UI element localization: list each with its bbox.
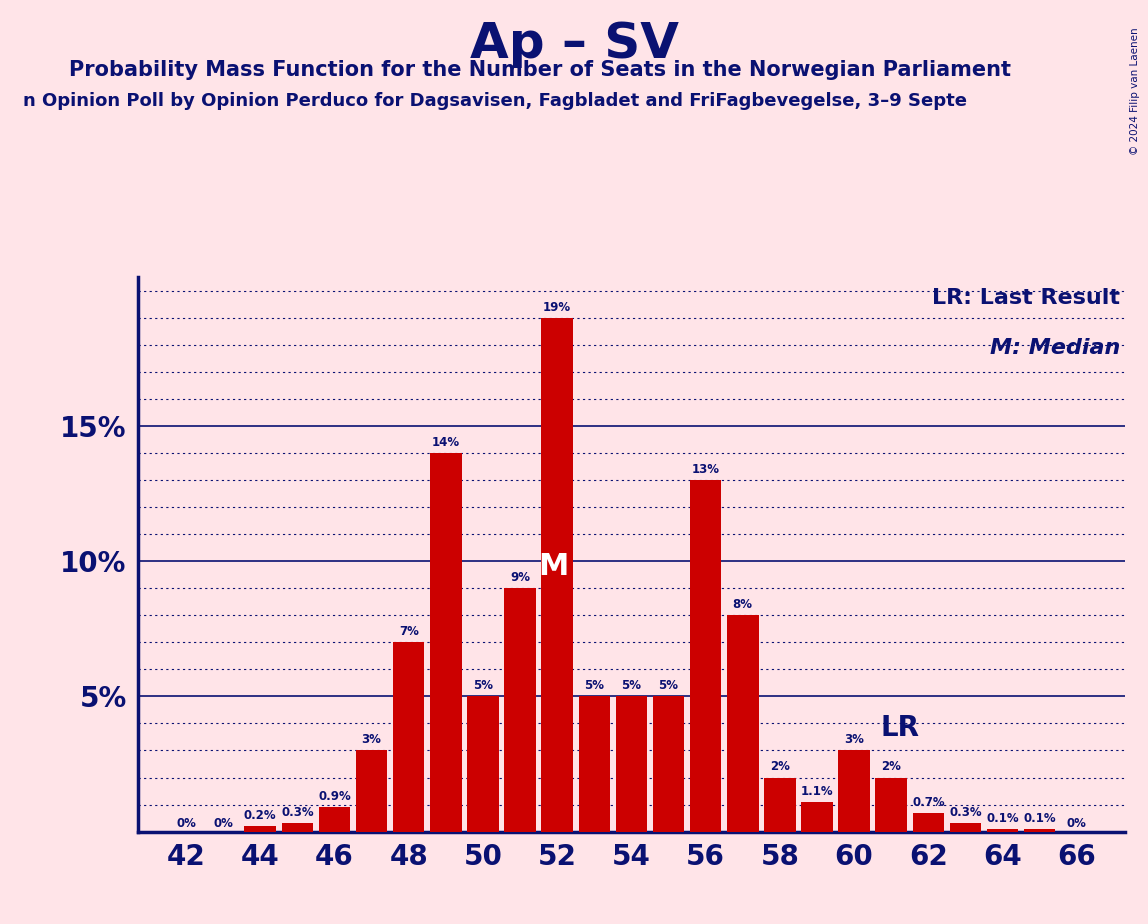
Bar — [876, 777, 907, 832]
Text: 2%: 2% — [770, 760, 790, 773]
Bar — [467, 697, 498, 832]
Bar — [356, 750, 387, 832]
Bar — [690, 480, 721, 832]
Text: LR: LR — [881, 714, 920, 742]
Text: 9%: 9% — [510, 571, 530, 584]
Bar — [615, 697, 647, 832]
Text: 0.1%: 0.1% — [986, 812, 1019, 825]
Bar — [838, 750, 870, 832]
Text: M: Median: M: Median — [990, 338, 1120, 359]
Text: 7%: 7% — [398, 626, 419, 638]
Text: 0.7%: 0.7% — [912, 796, 945, 808]
Bar — [727, 615, 759, 832]
Text: 2%: 2% — [882, 760, 901, 773]
Text: 3%: 3% — [362, 734, 381, 747]
Text: 13%: 13% — [691, 463, 720, 476]
Text: LR: Last Result: LR: Last Result — [932, 288, 1120, 309]
Text: 5%: 5% — [621, 679, 642, 692]
Bar — [319, 808, 350, 832]
Text: 5%: 5% — [473, 679, 492, 692]
Text: 0%: 0% — [214, 817, 233, 831]
Text: 0%: 0% — [176, 817, 196, 831]
Bar — [579, 697, 610, 832]
Bar — [245, 826, 276, 832]
Text: 14%: 14% — [432, 436, 460, 449]
Bar — [653, 697, 684, 832]
Bar — [801, 802, 832, 832]
Text: 8%: 8% — [732, 598, 753, 611]
Text: 5%: 5% — [659, 679, 678, 692]
Text: 0%: 0% — [1066, 817, 1087, 831]
Text: 0.1%: 0.1% — [1023, 812, 1056, 825]
Bar — [542, 318, 573, 832]
Text: 3%: 3% — [844, 734, 864, 747]
Text: 1.1%: 1.1% — [800, 784, 833, 797]
Text: Ap – SV: Ap – SV — [470, 20, 678, 68]
Bar — [281, 823, 313, 832]
Text: M: M — [538, 552, 569, 581]
Bar — [949, 823, 982, 832]
Bar — [987, 829, 1018, 832]
Text: Probability Mass Function for the Number of Seats in the Norwegian Parliament: Probability Mass Function for the Number… — [69, 60, 1010, 80]
Text: 5%: 5% — [584, 679, 604, 692]
Text: n Opinion Poll by Opinion Perduco for Dagsavisen, Fagbladet and FriFagbevegelse,: n Opinion Poll by Opinion Perduco for Da… — [23, 92, 967, 110]
Bar — [913, 813, 944, 832]
Bar — [504, 589, 536, 832]
Bar — [1024, 829, 1055, 832]
Text: 0.2%: 0.2% — [243, 809, 277, 822]
Bar — [430, 453, 461, 832]
Text: 0.9%: 0.9% — [318, 790, 351, 803]
Text: 19%: 19% — [543, 300, 572, 314]
Text: 0.3%: 0.3% — [281, 807, 313, 820]
Bar — [393, 642, 425, 832]
Text: 0.3%: 0.3% — [949, 807, 982, 820]
Bar — [765, 777, 796, 832]
Text: © 2024 Filip van Laenen: © 2024 Filip van Laenen — [1130, 28, 1140, 155]
